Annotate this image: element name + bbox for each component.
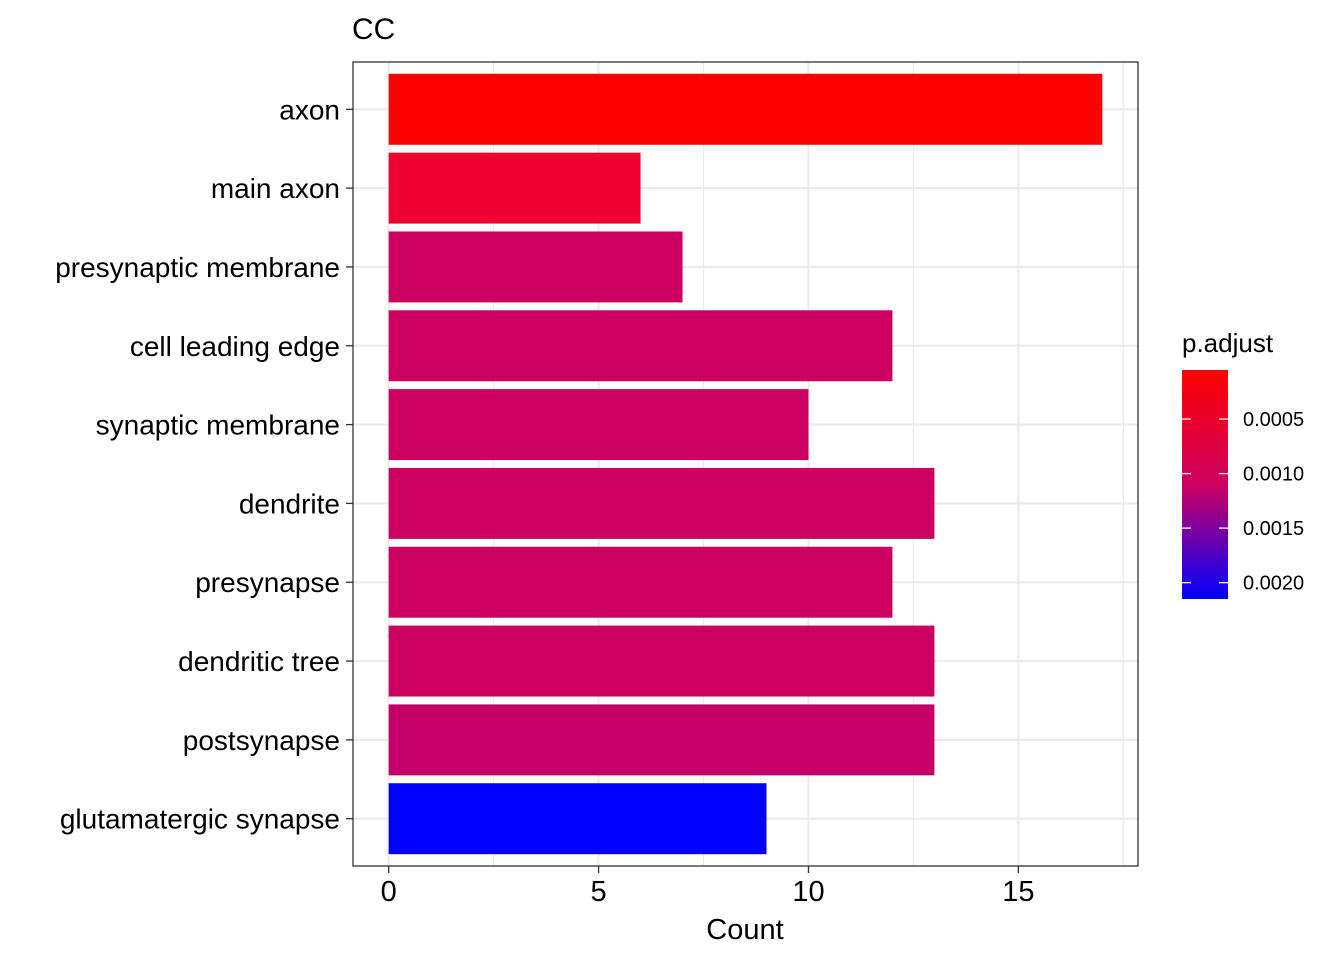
y-tick-label: postsynapse: [183, 725, 340, 756]
bar-presynaptic-membrane: [388, 231, 683, 303]
legend: p.adjust 0.0005 0.0010 0.0015 0.0020: [1182, 328, 1304, 599]
bar-presynapse: [388, 546, 893, 618]
legend-tick-label: 0.0010: [1243, 464, 1304, 486]
x-tick-label: 0: [381, 876, 397, 908]
bar-glutamatergic-synapse: [388, 783, 767, 855]
bar-main-axon: [388, 152, 641, 224]
y-tick-label: presynapse: [195, 567, 340, 598]
legend-ticks: 0.0005 0.0010 0.0015 0.0020: [1182, 409, 1304, 595]
legend-tick-label: 0.0015: [1243, 518, 1304, 540]
y-tick-label: main axon: [211, 173, 340, 204]
bar-axon: [388, 73, 1103, 145]
y-tick-label: presynaptic membrane: [55, 252, 340, 283]
x-axis: 0 5 10 15: [381, 866, 1034, 908]
plot-border: [352, 61, 1139, 867]
x-tick-label: 15: [1002, 876, 1034, 908]
y-tick-label: dendritic tree: [178, 646, 340, 677]
y-tick-label: synaptic membrane: [96, 410, 340, 441]
bars: [388, 73, 1103, 855]
y-tick-label: dendrite: [239, 488, 340, 519]
chart-title: CC: [352, 13, 395, 46]
x-axis-label: Count: [706, 914, 783, 946]
legend-title: p.adjust: [1182, 328, 1274, 358]
legend-tick-label: 0.0005: [1243, 409, 1304, 431]
bar-cell-leading-edge: [388, 310, 893, 382]
bar-dendritic-tree: [388, 625, 935, 697]
legend-tick-label: 0.0020: [1243, 573, 1304, 595]
y-tick-label: axon: [279, 94, 340, 125]
x-tick-label: 5: [591, 876, 607, 908]
bar-postsynapse: [388, 704, 935, 776]
bar-synaptic-membrane: [388, 389, 809, 461]
x-tick-label: 10: [792, 876, 824, 908]
bar-dendrite: [388, 467, 935, 539]
y-tick-label: cell leading edge: [130, 331, 340, 362]
y-axis: axon main axon presynaptic membrane cell le…: [55, 94, 353, 835]
y-tick-label: glutamatergic synapse: [60, 804, 340, 835]
legend-colorbar: [1182, 370, 1228, 599]
